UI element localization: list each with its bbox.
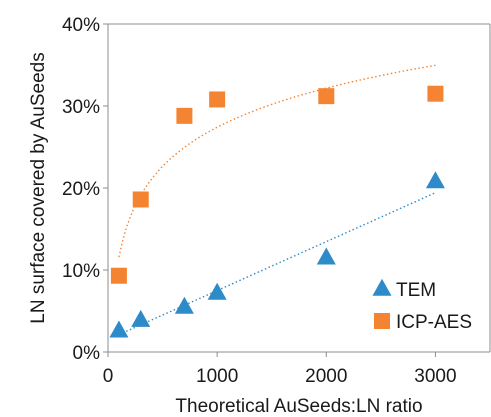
- icp-aes-point: [176, 107, 193, 124]
- y-tick-label: 20%: [62, 179, 100, 200]
- tem-point: [109, 320, 129, 338]
- y-tick-label: 10%: [62, 261, 100, 282]
- trendlines: [118, 64, 436, 336]
- icp-aes-point: [209, 91, 226, 108]
- x-axis-title: Theoretical AuSeeds:LN ratio: [175, 396, 422, 417]
- icp-aes-point: [427, 85, 444, 102]
- tem-point: [174, 296, 194, 314]
- tem-trendline: [118, 192, 436, 336]
- x-tick-label: 3000: [414, 366, 456, 387]
- tick-labels: 0% 10% 20% 30% 40% 0 1000 2000 3000: [62, 15, 457, 387]
- y-tick-label: 0%: [73, 343, 101, 364]
- tem-legend-marker: [372, 278, 392, 296]
- icp-aes-point: [132, 191, 149, 208]
- x-tick-label: 1000: [196, 366, 238, 387]
- icp-aes-legend-marker: [374, 313, 390, 329]
- tem-point: [131, 309, 151, 327]
- x-tick-label: 2000: [305, 366, 347, 387]
- y-tick-label: 30%: [62, 97, 100, 118]
- y-tick-label: 40%: [62, 15, 100, 36]
- x-tick-label: 0: [103, 366, 114, 387]
- legend: TEM ICP-AES: [372, 278, 472, 333]
- icp-aes-point: [318, 88, 335, 105]
- tem-point: [425, 171, 445, 189]
- icp-aes-point: [110, 267, 127, 284]
- data-markers: [109, 85, 445, 338]
- icp-aes-legend-label: ICP-AES: [396, 312, 472, 333]
- y-axis-title: LN surface covered by AuSeeds: [28, 52, 49, 323]
- tem-legend-label: TEM: [396, 280, 436, 301]
- tem-point: [316, 247, 336, 265]
- tem-point: [207, 282, 227, 300]
- icp-aes-trendline: [118, 64, 436, 258]
